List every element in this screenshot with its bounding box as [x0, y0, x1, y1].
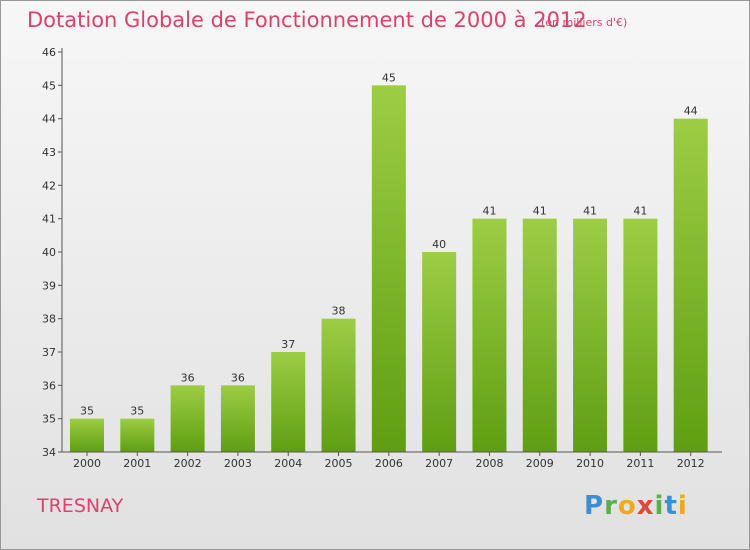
x-tick-label: 2002	[174, 457, 202, 470]
logo-letter: i	[677, 491, 688, 521]
x-tick-label: 2010	[576, 457, 604, 470]
x-tick-label: 2000	[73, 457, 101, 470]
y-tick-label: 35	[42, 413, 56, 426]
x-tick-label: 2007	[425, 457, 453, 470]
bar-value-label: 41	[583, 205, 597, 218]
bar-value-label: 35	[80, 405, 94, 418]
y-tick-label: 37	[42, 346, 56, 359]
bar-value-label: 41	[633, 205, 647, 218]
logo-letter: P	[584, 491, 605, 521]
x-tick-label: 2004	[274, 457, 302, 470]
bar-value-label: 40	[432, 238, 446, 251]
x-tick-label: 2001	[123, 457, 151, 470]
bar-value-label: 37	[281, 338, 295, 351]
bar-value-label: 44	[684, 105, 698, 118]
x-tick-label: 2005	[325, 457, 353, 470]
chart-title: Dotation Globale de Fonctionnement de 20…	[27, 8, 587, 32]
bar-value-label: 36	[181, 371, 195, 384]
x-tick-label: 2003	[224, 457, 252, 470]
x-tick-label: 2008	[475, 457, 503, 470]
x-tick-label: 2012	[677, 457, 705, 470]
y-tick-label: 40	[42, 246, 56, 259]
bar-2011	[623, 218, 658, 452]
bar-2006	[371, 85, 406, 452]
y-tick-label: 44	[42, 113, 56, 126]
bar-2001	[120, 418, 155, 452]
y-tick-label: 38	[42, 313, 56, 326]
bar-2009	[522, 218, 557, 452]
bar-value-label: 41	[482, 205, 496, 218]
proxiti-logo: Proxiti	[584, 491, 688, 521]
bar-2004	[271, 352, 306, 452]
logo-letter: x	[636, 491, 655, 521]
y-tick-label: 43	[42, 146, 56, 159]
bar-2012	[673, 118, 708, 453]
commune-name: TRESNAY	[37, 495, 124, 517]
bar-2008	[472, 218, 507, 452]
bar-2010	[573, 218, 608, 452]
y-tick-label: 39	[42, 279, 56, 292]
logo-letter: r	[604, 491, 618, 521]
bar-2007	[422, 252, 457, 452]
y-tick-label: 41	[42, 213, 56, 226]
bar-value-label: 38	[332, 305, 346, 318]
y-tick-label: 45	[42, 79, 56, 92]
bar-2002	[170, 385, 205, 452]
y-tick-label: 36	[42, 379, 56, 392]
bar-2000	[70, 418, 104, 452]
x-tick-label: 2011	[626, 457, 654, 470]
y-tick-label: 46	[42, 46, 56, 59]
bar-value-label: 35	[130, 405, 144, 418]
chart-subtitle: (en milliers d'€)	[541, 16, 628, 29]
y-tick-label: 34	[42, 446, 56, 459]
logo-letter: i	[654, 491, 665, 521]
bar-value-label: 45	[382, 71, 396, 84]
bar-2003	[220, 385, 255, 452]
x-tick-label: 2009	[526, 457, 554, 470]
bar-value-label: 41	[533, 205, 547, 218]
x-tick-label: 2006	[375, 457, 403, 470]
bar-2005	[321, 318, 356, 452]
logo-letter: t	[664, 491, 678, 521]
y-tick-label: 42	[42, 179, 56, 192]
bar-value-label: 36	[231, 371, 245, 384]
logo-letter: o	[617, 491, 637, 521]
